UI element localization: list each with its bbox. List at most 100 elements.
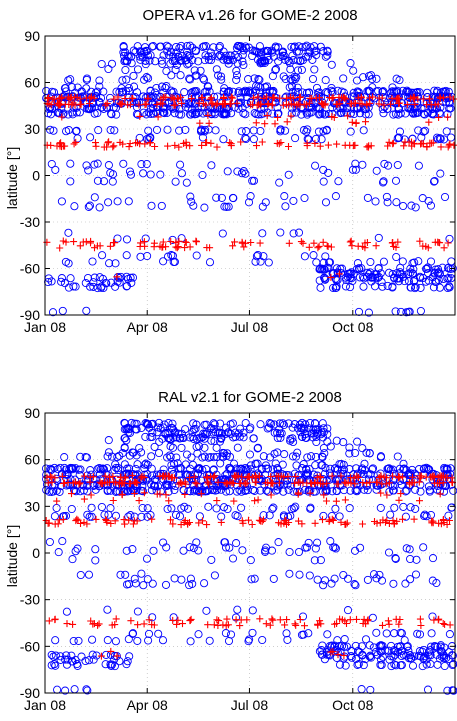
data-point-circle <box>298 612 308 621</box>
data-point-circle <box>87 512 96 521</box>
data-point-plus <box>395 474 403 482</box>
data-point-circle <box>122 235 132 244</box>
data-point-plus <box>55 99 63 107</box>
data-point-circle <box>172 42 181 52</box>
data-point-circle <box>318 452 327 461</box>
data-point-circle <box>242 43 251 53</box>
data-point-plus <box>144 94 152 102</box>
data-point-plus <box>258 138 266 146</box>
y-tick-label: 30 <box>24 498 40 514</box>
data-point-circle <box>223 167 232 176</box>
data-point-plus <box>254 93 262 101</box>
data-point-circle <box>351 641 360 650</box>
data-point-plus <box>126 101 134 109</box>
data-point-circle <box>327 60 336 69</box>
data-point-circle <box>352 76 362 85</box>
data-point-circle <box>119 87 128 96</box>
data-point-plus <box>233 99 241 107</box>
data-point-circle <box>409 277 418 286</box>
data-point-circle <box>205 636 214 645</box>
data-point-circle <box>328 88 337 97</box>
data-point-circle <box>394 277 403 286</box>
data-point-circle <box>256 420 265 429</box>
data-point-plus <box>366 478 374 486</box>
data-point-plus <box>328 113 336 121</box>
data-point-circle <box>419 127 428 136</box>
data-point-plus <box>227 100 235 108</box>
data-point-circle <box>265 419 274 428</box>
data-point-circle <box>68 464 77 473</box>
data-point-circle <box>212 65 221 74</box>
data-point-circle <box>41 464 51 473</box>
data-point-circle <box>107 278 116 287</box>
data-point-circle <box>301 52 310 61</box>
data-point-circle <box>57 277 66 286</box>
data-point-circle <box>415 630 425 639</box>
data-point-circle <box>226 465 235 474</box>
data-point-plus <box>87 491 95 499</box>
data-point-circle <box>443 686 452 695</box>
data-point-plus <box>103 99 111 107</box>
data-point-circle <box>336 264 345 273</box>
data-point-circle <box>47 277 56 286</box>
data-point-circle <box>66 274 75 283</box>
data-point-plus <box>237 616 245 624</box>
data-point-plus <box>299 239 307 247</box>
data-point-plus <box>209 100 217 108</box>
data-point-circle <box>162 67 171 76</box>
data-point-circle <box>392 198 401 207</box>
data-point-circle <box>402 466 411 475</box>
data-point-circle <box>206 452 215 462</box>
data-point-circle <box>66 159 75 168</box>
data-point-plus <box>409 473 416 481</box>
data-point-plus <box>210 621 218 629</box>
data-point-circle <box>42 470 51 479</box>
data-point-plus <box>125 516 133 524</box>
data-point-circle <box>306 503 315 512</box>
data-point-plus <box>389 239 397 246</box>
data-point-circle <box>89 655 98 664</box>
data-point-plus <box>69 479 77 487</box>
data-point-plus <box>211 472 219 480</box>
data-point-circle <box>95 464 104 473</box>
data-point-plus <box>277 139 285 146</box>
data-point-circle <box>307 108 316 117</box>
data-point-circle <box>354 660 363 669</box>
data-point-circle <box>181 425 190 434</box>
data-point-circle <box>104 161 113 170</box>
data-point-plus <box>426 95 434 103</box>
data-point-plus <box>323 497 330 505</box>
data-point-plus <box>240 243 248 251</box>
data-point-circle <box>390 481 399 490</box>
data-point-plus <box>128 94 136 102</box>
data-point-circle <box>163 108 172 117</box>
data-point-circle <box>319 177 328 186</box>
data-point-plus <box>231 238 238 246</box>
data-point-circle <box>414 126 423 135</box>
data-point-circle <box>186 574 195 583</box>
data-point-circle <box>357 264 366 273</box>
data-point-circle <box>284 170 293 179</box>
data-point-plus <box>435 519 443 527</box>
data-point-circle <box>253 443 263 452</box>
data-point-circle <box>249 434 258 443</box>
data-point-circle <box>172 433 181 442</box>
data-point-circle <box>64 228 73 237</box>
data-point-circle <box>233 443 242 452</box>
data-point-plus <box>146 139 154 146</box>
data-point-circle <box>88 635 97 644</box>
data-point-circle <box>110 466 119 475</box>
data-point-circle <box>249 126 258 135</box>
data-point-circle <box>273 448 282 457</box>
data-point-plus <box>373 478 380 486</box>
data-point-circle <box>56 655 65 664</box>
data-point-plus <box>275 473 283 481</box>
data-point-plus <box>130 490 138 497</box>
data-point-plus <box>417 472 425 480</box>
data-point-plus <box>379 621 386 629</box>
data-point-circle <box>284 471 293 480</box>
data-point-circle <box>249 135 258 144</box>
data-point-circle <box>286 75 295 84</box>
data-point-plus <box>305 243 313 251</box>
data-point-plus <box>320 491 328 499</box>
